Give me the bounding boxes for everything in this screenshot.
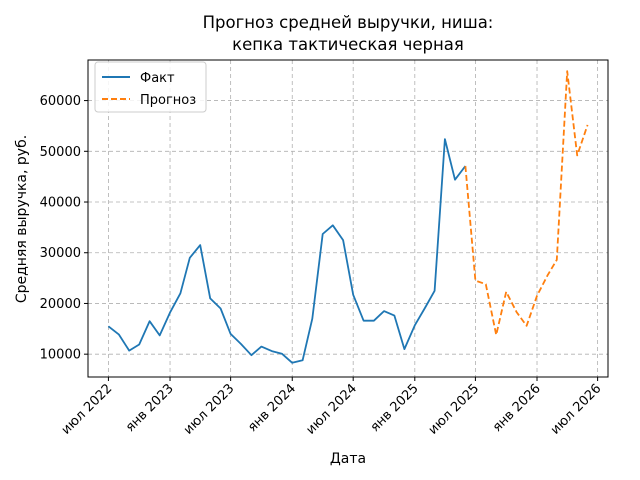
x-tick-label: янв 2023 <box>123 381 177 435</box>
y-tick-label: 50000 <box>40 145 81 160</box>
y-axis-label: Средняя выручка, руб. <box>14 135 30 303</box>
x-tick-label: июл 2023 <box>181 381 238 438</box>
axis-ticks: июл 2022 янв 2023 июл 2023 янв 2024 июл 2024… <box>40 94 605 438</box>
series-lines <box>107 70 589 364</box>
y-tick-label: 60000 <box>40 94 81 109</box>
x-tick-label: янв 2025 <box>368 381 422 435</box>
x-tick-label: июл 2026 <box>548 381 605 438</box>
y-tick-label: 40000 <box>40 196 81 211</box>
x-tick-label: июл 2025 <box>426 381 483 438</box>
x-tick-label: июл 2024 <box>304 381 361 438</box>
legend: Факт Прогноз <box>94 61 207 113</box>
y-tick-label: 20000 <box>40 297 81 312</box>
chart-title-line1: Прогноз средней выручки, ниша: <box>203 13 494 32</box>
legend-label-fact: Факт <box>140 71 175 86</box>
chart-title-line2: кепка тактическая черная <box>232 35 464 54</box>
chart-title: Прогноз средней выручки, ниша: кепка так… <box>203 13 494 54</box>
x-tick-label: июл 2022 <box>59 381 116 438</box>
y-tick-label: 30000 <box>40 246 81 261</box>
y-tick-label: 10000 <box>40 348 81 363</box>
legend-label-forecast: Прогноз <box>140 93 196 108</box>
series-line-fact <box>107 138 467 364</box>
x-axis-label: Дата <box>330 451 366 467</box>
x-tick-label: янв 2024 <box>245 381 299 435</box>
x-tick-label: янв 2026 <box>490 381 544 435</box>
plot-area-frame <box>87 59 609 378</box>
series-line-forecast <box>464 70 589 336</box>
grid <box>88 60 608 377</box>
